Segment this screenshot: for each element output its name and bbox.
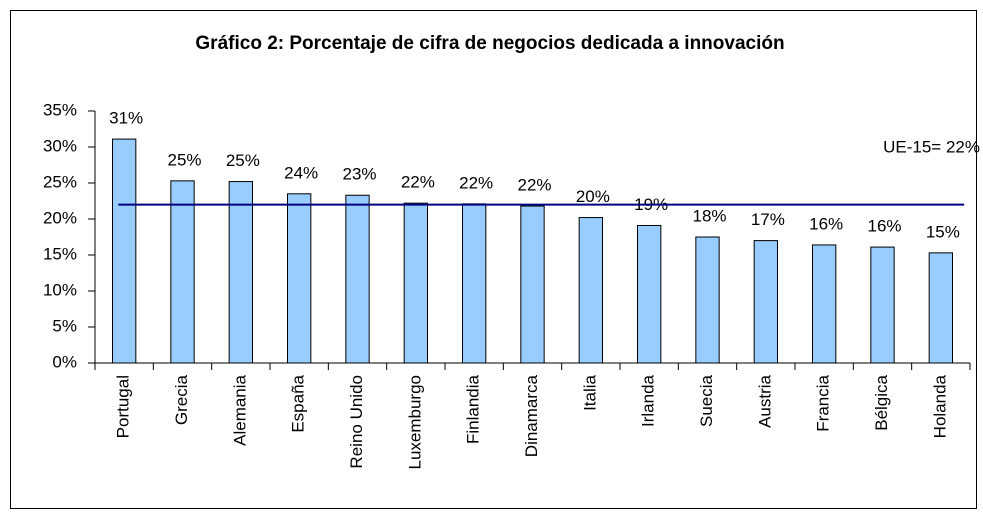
- reference-label: UE-15= 22%: [883, 137, 980, 156]
- x-tick-label: Luxemburgo: [405, 375, 424, 470]
- y-tick-label: 5%: [52, 316, 77, 335]
- value-label: 17%: [751, 210, 785, 229]
- value-label: 23%: [342, 165, 376, 184]
- x-tick-label: Dinamarca: [522, 374, 541, 457]
- y-tick-label: 35%: [43, 100, 77, 119]
- y-tick-label: 0%: [52, 352, 77, 371]
- chart-title: Gráfico 2: Porcentaje de cifra de negoci…: [195, 33, 784, 54]
- x-tick-label: Bélgica: [872, 374, 891, 430]
- value-label: 18%: [692, 206, 726, 225]
- bar: [695, 236, 720, 364]
- bar: [345, 194, 370, 364]
- bar: [753, 240, 779, 364]
- bar: [870, 246, 895, 364]
- value-label: 16%: [867, 217, 901, 236]
- y-tick-label: 30%: [43, 136, 77, 155]
- y-tick-label: 20%: [43, 208, 77, 227]
- x-tick-label: Alemania: [230, 374, 249, 445]
- value-label: 22%: [401, 173, 435, 192]
- x-tick-label: Austria: [755, 374, 774, 427]
- x-tick-label: Finlandia: [464, 374, 483, 444]
- bar: [403, 202, 428, 364]
- value-label: 22%: [517, 176, 551, 195]
- value-label: 25%: [167, 150, 201, 169]
- bar: [228, 181, 254, 364]
- x-tick-label: Irlanda: [639, 374, 658, 427]
- bar: [637, 224, 662, 364]
- bar: [812, 244, 837, 364]
- x-tick-label: Italia: [580, 374, 599, 410]
- x-tick-label: Reino Unido: [347, 375, 366, 469]
- bar: [578, 217, 604, 364]
- bar: [520, 205, 545, 364]
- x-tick-label: Portugal: [114, 375, 133, 438]
- value-label: 15%: [926, 222, 960, 241]
- bar: [928, 252, 954, 364]
- x-tick-label: Suecia: [697, 374, 716, 427]
- x-tick-label: Grecia: [172, 374, 191, 425]
- bar: [287, 193, 312, 364]
- bar: [170, 180, 195, 364]
- y-tick-label: 15%: [43, 244, 77, 263]
- x-tick-label: Holanda: [930, 374, 949, 438]
- value-label: 25%: [226, 151, 260, 170]
- bar: [112, 138, 137, 364]
- value-label: 24%: [284, 163, 318, 182]
- x-tick-label: España: [289, 374, 308, 432]
- y-tick-label: 25%: [43, 172, 77, 191]
- value-label: 22%: [459, 173, 493, 192]
- x-tick-label: Francia: [814, 374, 833, 431]
- value-label: 20%: [576, 187, 610, 206]
- value-label: 31%: [109, 109, 143, 128]
- y-tick-label: 10%: [43, 280, 77, 299]
- value-label: 16%: [809, 214, 843, 233]
- bar: [462, 203, 487, 364]
